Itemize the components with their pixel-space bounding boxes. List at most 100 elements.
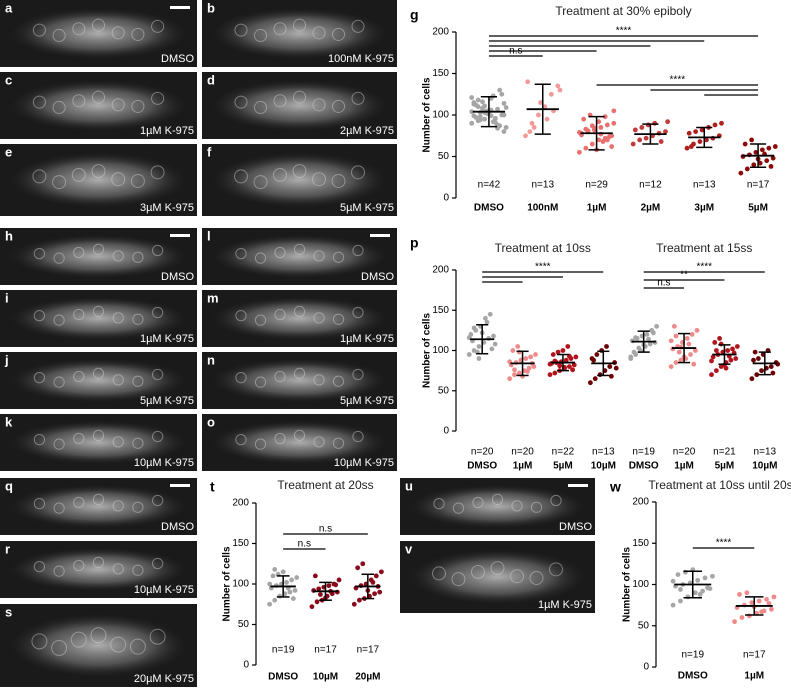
cell-cluster [32, 23, 46, 37]
panel-letter: u [405, 478, 413, 493]
data-point [565, 344, 571, 349]
data-point [713, 368, 719, 374]
data-point [769, 606, 774, 612]
data-point [336, 577, 342, 583]
data-point [611, 108, 617, 114]
data-point [607, 364, 613, 369]
data-point [591, 357, 597, 363]
cell-cluster [72, 94, 86, 108]
n-label: n=22 [552, 447, 575, 458]
n-label: n=17 [743, 650, 766, 661]
data-point [272, 567, 278, 572]
y-axis-label: Number of cells [222, 546, 233, 621]
y-tick-label: 200 [232, 498, 249, 509]
data-point [378, 569, 384, 575]
cell-cluster [332, 313, 345, 325]
cell-cluster [132, 437, 144, 449]
data-point [290, 596, 296, 601]
data-point [739, 615, 745, 620]
cell-cluster [234, 23, 248, 37]
data-point [728, 357, 734, 363]
y-tick-label: 50 [438, 151, 450, 162]
panel-letter: i [5, 290, 9, 305]
data-point [573, 354, 579, 360]
data-point [609, 144, 615, 149]
embryo-tissue [9, 547, 188, 592]
data-point [725, 348, 731, 353]
data-point [585, 128, 591, 134]
panel-label: 1µM K-975 [140, 125, 194, 137]
cell-cluster [112, 563, 124, 575]
data-point [631, 349, 637, 355]
data-point [678, 587, 683, 592]
n-label: n=42 [478, 180, 501, 191]
data-point [713, 348, 719, 353]
data-point [770, 155, 776, 161]
cell-cluster [235, 248, 247, 260]
micrograph-panel: n 5µM K-975 [202, 352, 397, 409]
data-point [594, 352, 600, 357]
cell-cluster [73, 559, 85, 572]
data-point [525, 369, 530, 374]
data-point [670, 602, 676, 608]
data-point [491, 333, 496, 339]
data-point [702, 575, 708, 581]
cell-cluster [151, 306, 164, 319]
data-point [499, 112, 505, 118]
scale-bar [170, 234, 190, 237]
panel-letter: f [207, 144, 212, 159]
data-point [768, 364, 774, 369]
cell-cluster [92, 367, 105, 380]
cell-cluster [234, 95, 248, 109]
chart: w Treatment at 10ss until 20ss Number of c… [609, 478, 791, 681]
data-point [592, 376, 598, 382]
data-point [267, 581, 273, 587]
data-point [592, 125, 597, 131]
panel-label: DMSO [559, 521, 592, 533]
cell-cluster [111, 98, 125, 112]
cell-cluster [313, 436, 325, 448]
data-point [523, 133, 528, 139]
x-tick-label: DMSO [474, 203, 504, 214]
data-point [604, 344, 609, 349]
y-tick-label: 50 [238, 619, 250, 630]
data-point [749, 137, 755, 143]
cell-cluster [491, 493, 504, 506]
data-point [700, 588, 705, 594]
cell-cluster [151, 557, 164, 570]
panel-letter: t [210, 479, 215, 495]
cell-cluster [132, 501, 144, 513]
cell-cluster [53, 502, 65, 514]
data-point [709, 372, 714, 378]
embryo-tissue [211, 420, 388, 465]
embryo-tissue [409, 484, 586, 529]
panel-label: DMSO [161, 53, 194, 65]
n-label: n=29 [585, 180, 608, 191]
y-tick-label: 100 [432, 345, 449, 356]
cell-cluster [274, 308, 286, 321]
panel-label: 1µM K-975 [340, 333, 394, 345]
data-point [287, 589, 293, 595]
data-point [471, 101, 477, 107]
cell-cluster [293, 305, 306, 318]
data-point [466, 352, 472, 357]
data-point [746, 613, 752, 619]
data-point [738, 170, 744, 176]
data-point [764, 596, 769, 602]
micrograph-panel: r 10µM K-975 [0, 541, 197, 598]
cell-cluster [253, 100, 268, 114]
cell-cluster [53, 565, 65, 577]
data-point [503, 125, 509, 130]
cell-cluster [70, 631, 87, 648]
y-tick-label: 150 [432, 68, 449, 79]
y-tick-label: 150 [432, 305, 449, 316]
data-point [314, 599, 320, 605]
cell-cluster [130, 174, 145, 188]
panel-label: 5µM K-975 [340, 395, 394, 407]
x-tick-label: 100nM [527, 203, 558, 214]
cell-cluster [112, 436, 124, 448]
data-point [544, 116, 550, 122]
data-point [475, 118, 481, 124]
n-label: n=17 [747, 180, 770, 191]
data-point [636, 345, 642, 351]
